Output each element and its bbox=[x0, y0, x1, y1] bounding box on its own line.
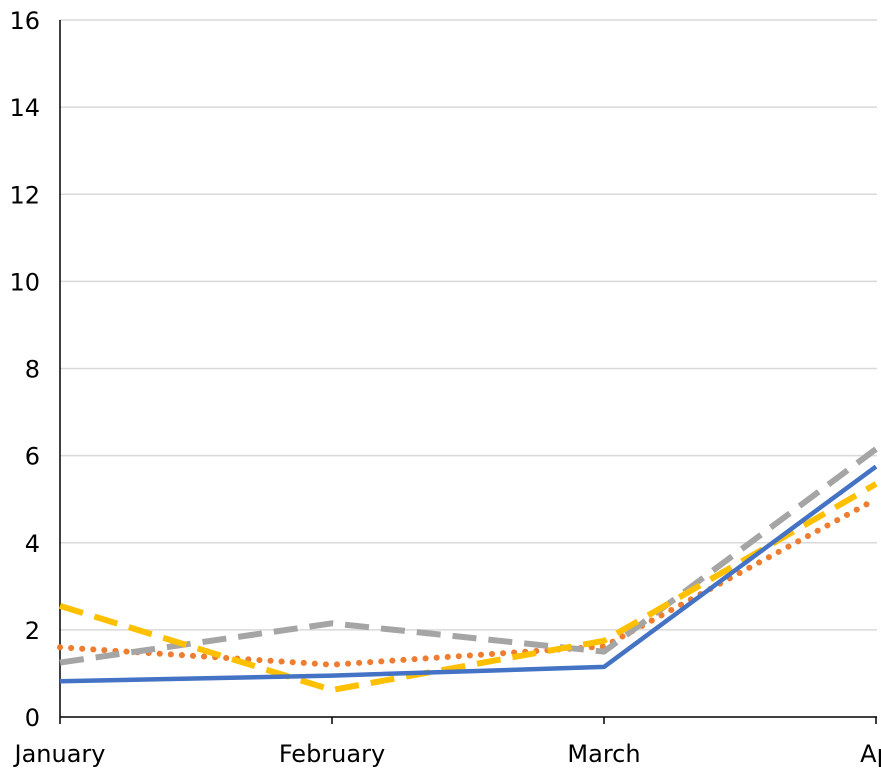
series-line-4 bbox=[59, 481, 878, 693]
y-tick-label: 2 bbox=[25, 617, 40, 645]
y-tick-label: 4 bbox=[25, 530, 40, 558]
y-tick-label: 10 bbox=[9, 268, 40, 296]
series-line-2 bbox=[57, 496, 879, 668]
x-tick-label: February bbox=[279, 740, 385, 768]
series-line-1 bbox=[59, 464, 878, 684]
x-tick-labels: January February March Ap bbox=[13, 717, 881, 768]
y-tick-label: 12 bbox=[9, 181, 40, 209]
x-tick-label: March bbox=[567, 740, 640, 768]
axes bbox=[59, 20, 877, 718]
series-lines bbox=[57, 446, 879, 693]
y-tick-label: 0 bbox=[25, 704, 40, 732]
series-line-3 bbox=[59, 446, 878, 666]
y-tick-label: 14 bbox=[9, 94, 40, 122]
y-tick-labels: 0 2 4 6 8 10 12 14 16 bbox=[9, 7, 40, 732]
y-tick-label: 6 bbox=[25, 443, 40, 471]
gridlines bbox=[60, 19, 877, 631]
x-tick-label: January bbox=[13, 740, 106, 768]
y-tick-label: 8 bbox=[25, 356, 40, 384]
y-tick-label: 16 bbox=[9, 7, 40, 35]
x-tick-label: Ap bbox=[860, 740, 881, 768]
